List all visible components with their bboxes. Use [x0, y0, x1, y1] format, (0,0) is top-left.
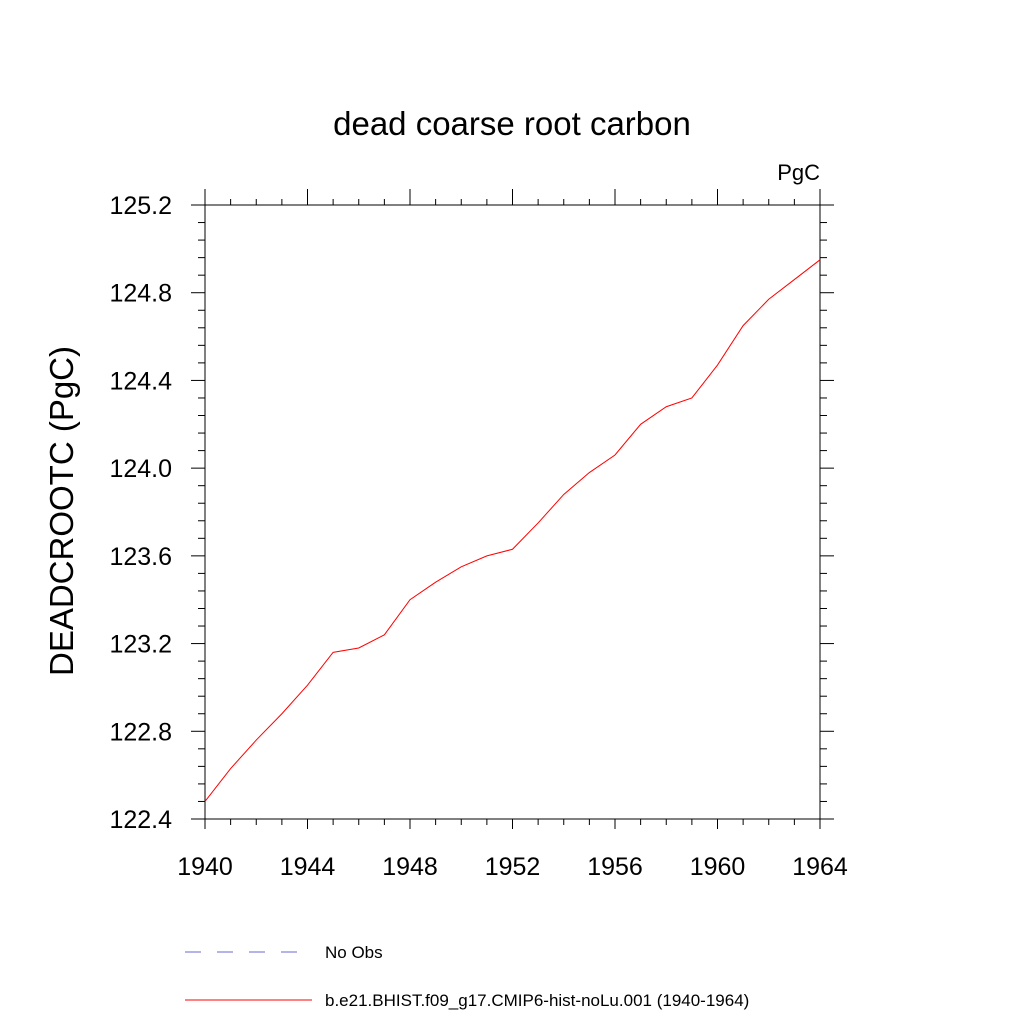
y-tick-label: 123.2: [109, 631, 172, 659]
axis-ticks: 1940 1944 1948 1952 1956 1960 1964 122.4 122.8 12…: [109, 189, 848, 881]
legend-label-1: b.e21.BHIST.f09_g17.CMIP6-hist-noLu.001 …: [325, 991, 749, 1010]
y-tick-label: 122.4: [109, 806, 172, 834]
series-group: [204, 259, 821, 802]
y-tick-label: 124.0: [109, 455, 172, 483]
y-tick-label: 124.8: [109, 280, 172, 308]
y-axis-label: DEADCROOTC (PgC): [43, 346, 80, 676]
y-tick-label: 124.4: [109, 367, 172, 395]
x-tick-label: 1952: [485, 853, 541, 881]
y-tick-label: 123.6: [109, 543, 172, 571]
x-tick-label: 1960: [690, 853, 746, 881]
x-tick-label: 1948: [382, 853, 438, 881]
y-tick-label: 125.2: [109, 192, 172, 220]
chart-title: dead coarse root carbon: [333, 105, 691, 142]
x-tick-label: 1944: [280, 853, 336, 881]
x-tick-label: 1940: [177, 853, 233, 881]
x-tick-label: 1964: [792, 853, 848, 881]
y-tick-label: 122.8: [109, 718, 172, 746]
x-tick-label: 1956: [587, 853, 643, 881]
legend: No Obs b.e21.BHIST.f09_g17.CMIP6-hist-noL…: [185, 943, 749, 1010]
plot-frame: [204, 204, 821, 820]
legend-label-0: No Obs: [325, 943, 383, 962]
series-line-1: [204, 259, 821, 802]
units-label: PgC: [777, 160, 820, 185]
